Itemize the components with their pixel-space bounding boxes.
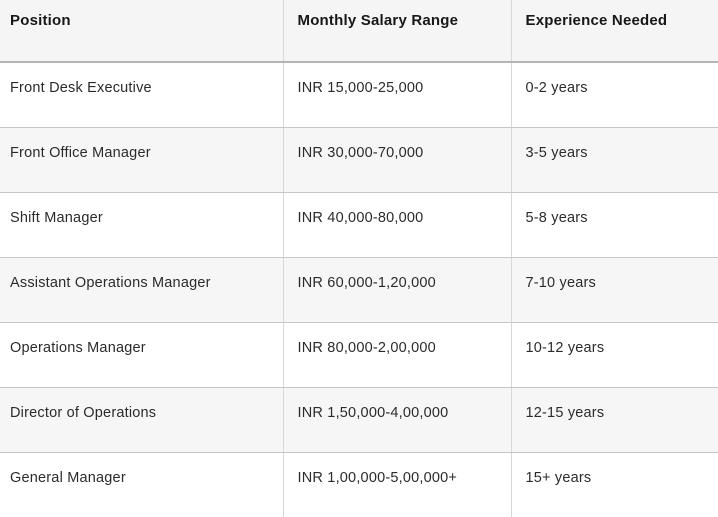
table-header-row: Position Monthly Salary Range Experience… [0, 0, 718, 63]
experience-cell: 0-2 years [511, 62, 718, 128]
column-header-salary-range: Monthly Salary Range [283, 0, 512, 63]
table-row: Assistant Operations Manager INR 60,000-… [0, 257, 718, 323]
position-cell: Assistant Operations Manager [0, 257, 284, 323]
table-row: Shift Manager INR 40,000-80,000 5-8 year… [0, 192, 718, 258]
salary-cell: INR 1,50,000-4,00,000 [283, 387, 512, 453]
table-row: Front Desk Executive INR 15,000-25,000 0… [0, 62, 718, 128]
table-row: Operations Manager INR 80,000-2,00,000 1… [0, 322, 718, 388]
experience-cell: 3-5 years [511, 127, 718, 193]
position-cell: Director of Operations [0, 387, 284, 453]
table-row: Front Office Manager INR 30,000-70,000 3… [0, 127, 718, 193]
position-cell: Front Office Manager [0, 127, 284, 193]
table-row: Director of Operations INR 1,50,000-4,00… [0, 387, 718, 453]
salary-cell: INR 1,00,000-5,00,000+ [283, 452, 512, 517]
salary-cell: INR 80,000-2,00,000 [283, 322, 512, 388]
salary-cell: INR 40,000-80,000 [283, 192, 512, 258]
position-cell: General Manager [0, 452, 284, 517]
experience-cell: 5-8 years [511, 192, 718, 258]
table-row: General Manager INR 1,00,000-5,00,000+ 1… [0, 452, 718, 517]
experience-cell: 12-15 years [511, 387, 718, 453]
table-header: Position Monthly Salary Range Experience… [0, 0, 718, 63]
experience-cell: 7-10 years [511, 257, 718, 323]
column-header-position: Position [0, 0, 284, 63]
salary-cell: INR 60,000-1,20,000 [283, 257, 512, 323]
salary-cell: INR 30,000-70,000 [283, 127, 512, 193]
experience-cell: 15+ years [511, 452, 718, 517]
column-header-experience: Experience Needed [511, 0, 718, 63]
experience-cell: 10-12 years [511, 322, 718, 388]
position-cell: Shift Manager [0, 192, 284, 258]
salary-cell: INR 15,000-25,000 [283, 62, 512, 128]
position-cell: Front Desk Executive [0, 62, 284, 128]
position-cell: Operations Manager [0, 322, 284, 388]
table-body: Front Desk Executive INR 15,000-25,000 0… [0, 62, 718, 517]
